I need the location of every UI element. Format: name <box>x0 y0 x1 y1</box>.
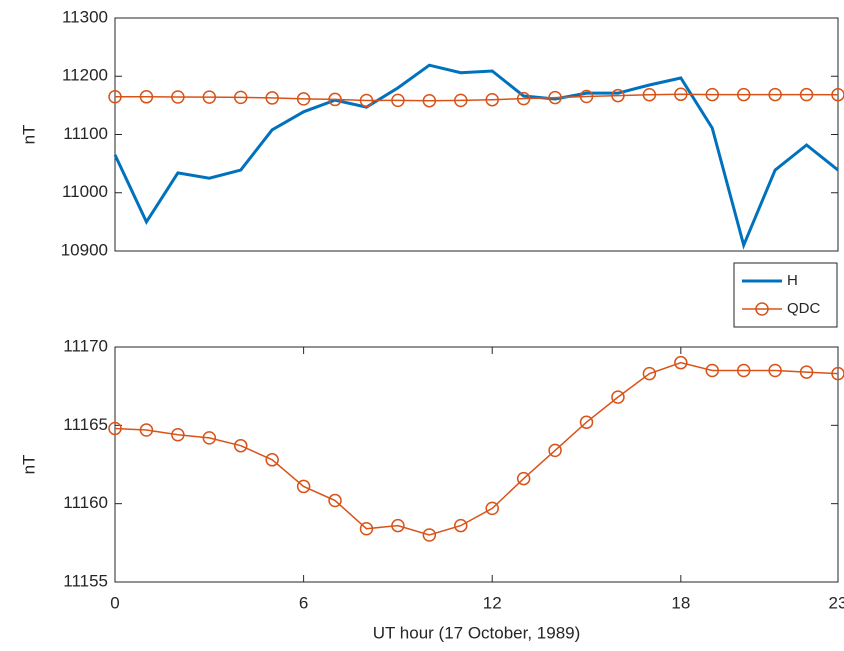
y-tick-label: 11170 <box>63 336 108 355</box>
marker <box>611 390 625 404</box>
axes-box <box>114 346 839 583</box>
marker <box>202 431 217 445</box>
marker <box>831 87 844 102</box>
y-tick-label: 11165 <box>63 415 108 434</box>
marker <box>328 92 342 107</box>
marker <box>485 92 499 107</box>
marker <box>768 363 782 378</box>
marker <box>359 93 374 108</box>
y-axis-label: nT <box>19 125 38 145</box>
marker <box>454 93 468 108</box>
y-tick-label: 10900 <box>61 240 108 259</box>
marker <box>139 423 154 437</box>
marker <box>296 92 311 106</box>
marker <box>516 471 531 486</box>
x-tick-label: 0 <box>110 593 119 612</box>
marker <box>548 90 562 105</box>
y-tick-label: 11200 <box>62 66 108 85</box>
marker <box>799 365 814 379</box>
marker <box>265 453 279 467</box>
marker <box>674 87 688 102</box>
marker <box>171 427 185 442</box>
marker <box>391 93 405 108</box>
marker <box>579 89 594 104</box>
legend-marker <box>755 302 769 316</box>
y-axis-label: nT <box>19 455 38 475</box>
marker <box>485 501 499 516</box>
marker <box>799 87 814 102</box>
marker <box>579 415 594 429</box>
y-tick-label: 11100 <box>63 124 108 143</box>
marker <box>642 366 657 381</box>
marker <box>642 87 657 102</box>
x-tick-label: 18 <box>671 593 690 612</box>
marker <box>516 91 531 106</box>
marker <box>139 90 154 104</box>
x-tick-label: 23 <box>829 593 844 612</box>
marker <box>831 366 844 381</box>
marker <box>736 363 751 378</box>
series-line <box>113 63 839 250</box>
marker <box>108 90 122 104</box>
y-tick-label: 11300 <box>62 7 108 26</box>
marker <box>736 87 751 102</box>
marker <box>233 438 248 453</box>
marker <box>422 93 437 108</box>
marker <box>454 518 468 533</box>
marker <box>391 518 405 533</box>
x-tick-label: 6 <box>299 593 308 612</box>
marker <box>422 528 437 542</box>
marker <box>768 87 782 102</box>
marker <box>296 479 311 494</box>
marker <box>328 493 342 508</box>
series-line <box>114 93 839 102</box>
marker <box>611 88 625 103</box>
marker <box>359 521 374 536</box>
marker <box>108 421 122 436</box>
marker <box>674 355 688 370</box>
x-axis-label: UT hour (17 October, 1989) <box>373 623 581 642</box>
y-tick-label: 11160 <box>63 493 108 512</box>
marker <box>548 443 562 458</box>
marker <box>265 91 279 105</box>
marker <box>233 90 248 105</box>
marker <box>171 90 185 104</box>
legend-box <box>733 262 838 328</box>
y-tick-label: 11000 <box>62 182 108 201</box>
marker <box>705 363 720 378</box>
x-tick-label: 12 <box>483 593 502 612</box>
legend-label: QDC <box>787 300 821 317</box>
marker <box>202 90 217 104</box>
y-tick-label: 11155 <box>63 571 108 590</box>
legend-label: H <box>787 272 798 289</box>
marker <box>705 87 720 102</box>
axes-box <box>114 17 839 252</box>
series-line <box>114 361 839 536</box>
